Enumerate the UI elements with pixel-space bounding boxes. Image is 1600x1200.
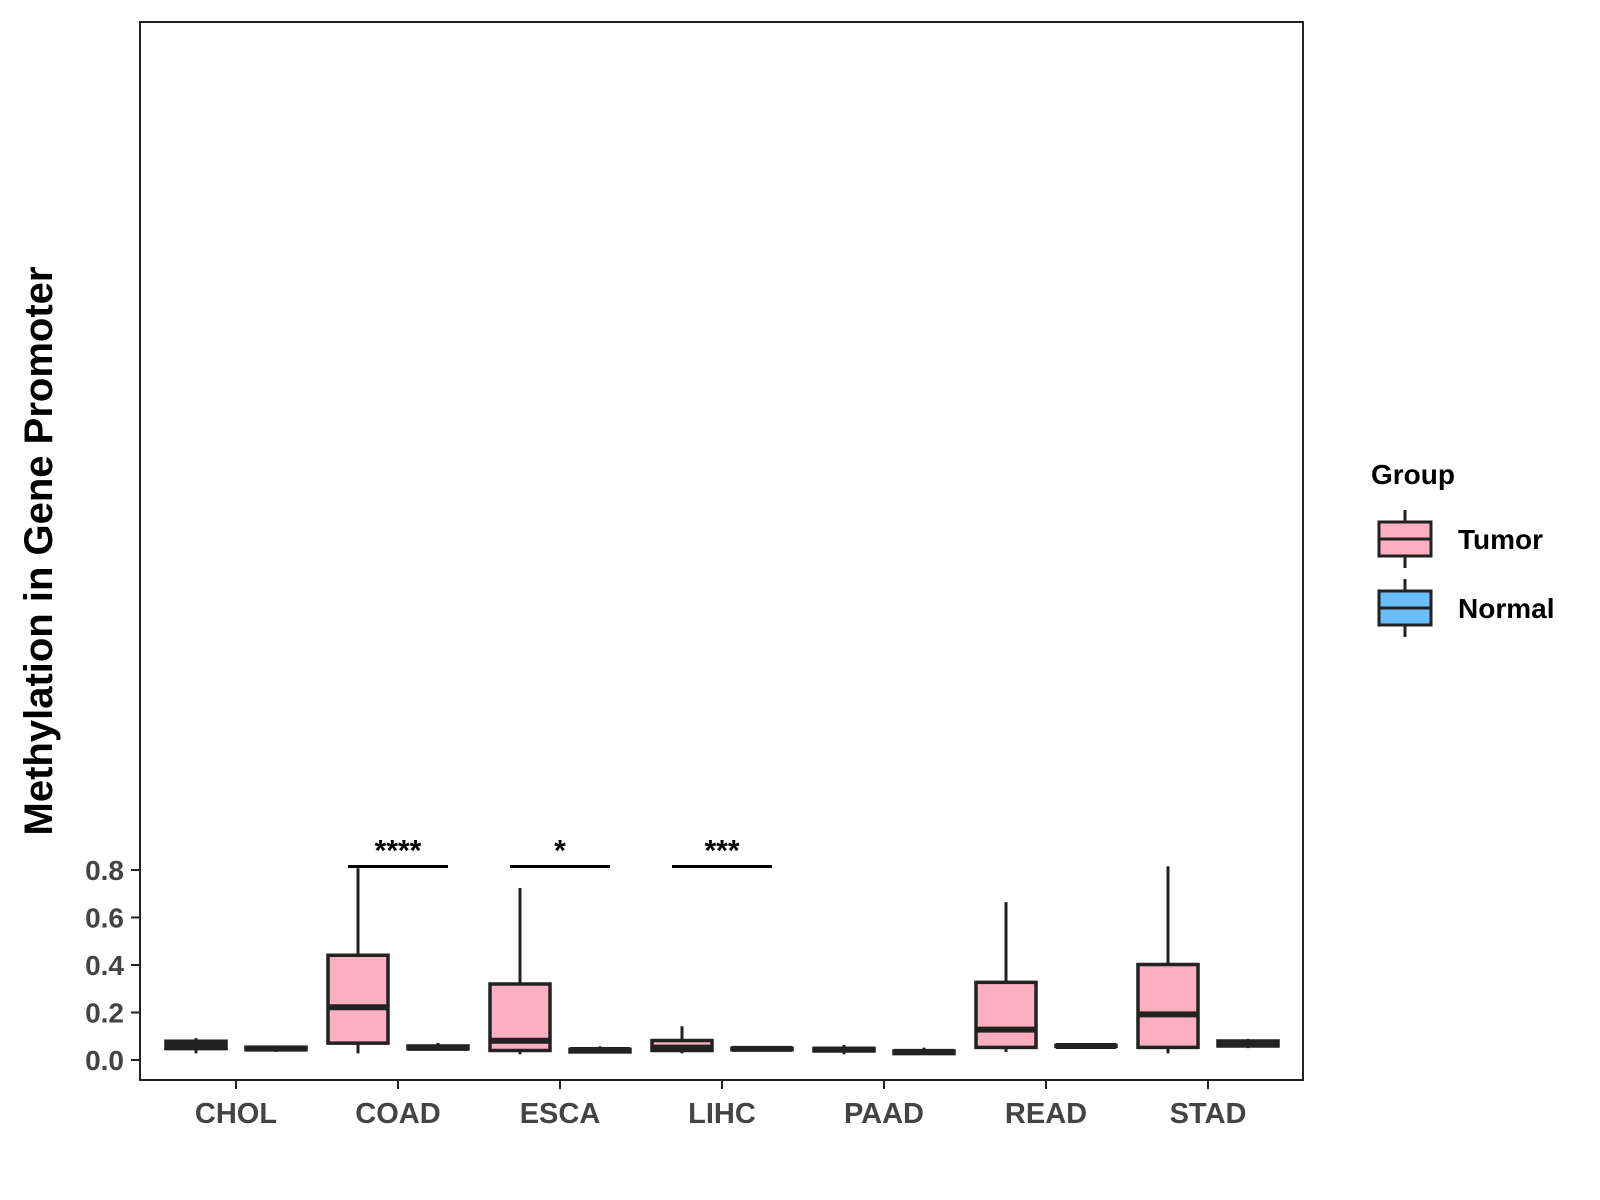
y-axis-title: Methylation in Gene Promoter [17, 267, 61, 836]
x-tick-label: STAD [1170, 1098, 1247, 1130]
x-tick-label: CHOL [195, 1098, 277, 1130]
x-tick-label: ESCA [520, 1098, 601, 1130]
x-axis: CHOL COAD ESCA LIHC PAAD READ STAD [195, 1080, 1246, 1130]
legend-label-normal: Normal [1458, 593, 1554, 624]
x-tick-label: READ [1005, 1098, 1087, 1130]
legend-label-tumor: Tumor [1458, 524, 1543, 555]
y-tick-label: 0.6 [85, 903, 124, 934]
significance-label-lihc: *** [704, 834, 739, 867]
significance-annotations: **** * *** [348, 834, 772, 868]
significance-label-esca: * [554, 834, 566, 867]
box-tumor-stad [1136, 962, 1200, 1050]
significance-label-coad: **** [375, 834, 422, 867]
x-tick-label: PAAD [844, 1098, 924, 1130]
box-tumor-coad [326, 953, 390, 1045]
x-tick-label: LIHC [688, 1098, 756, 1130]
y-tick-label: 0.4 [85, 950, 124, 981]
box-tumor-read [974, 980, 1038, 1050]
plot-panel [139, 21, 1304, 1081]
legend-title: Group [1371, 459, 1455, 490]
legend-entries: Tumor Normal [1377, 510, 1554, 637]
y-tick-label: 0.2 [85, 998, 124, 1029]
y-tick-label: 0.8 [85, 855, 124, 886]
legend: Group Tumor Normal [1371, 459, 1554, 637]
y-axis: 0.0 0.2 0.4 0.6 0.8 [85, 855, 140, 1076]
y-tick-label: 0.0 [85, 1045, 124, 1076]
x-tick-label: COAD [355, 1098, 440, 1130]
boxes [164, 953, 1280, 1056]
